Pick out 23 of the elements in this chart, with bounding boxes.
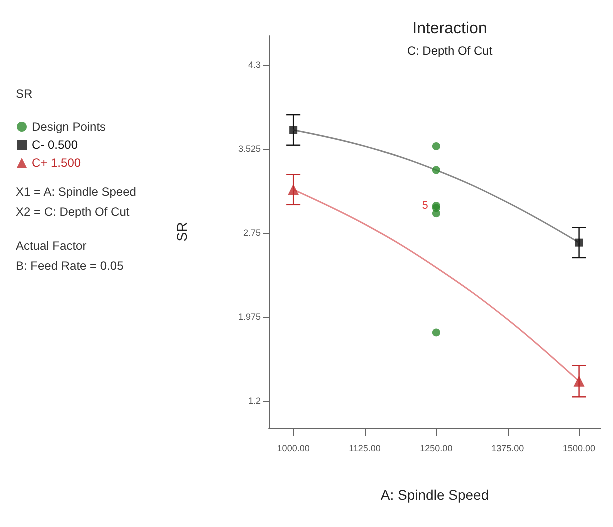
text: X1 = A: Spindle Speed bbox=[16, 185, 136, 199]
x-tick-label: 1250.00 bbox=[420, 444, 453, 454]
x-axis-title: A: Spindle Speed bbox=[380, 487, 490, 503]
y-tick-label: 2.75 bbox=[243, 228, 261, 238]
y-axis-title: SR bbox=[174, 222, 190, 242]
x-tick-label: 1375.00 bbox=[492, 444, 524, 454]
y-tick-label: 1.2 bbox=[248, 396, 261, 406]
text: SR bbox=[16, 87, 34, 101]
chart-title: Interaction bbox=[412, 20, 488, 38]
text: Actual Factor bbox=[16, 239, 87, 253]
legend-label: C- 0.500 bbox=[32, 138, 78, 152]
x-tick-label: 1125.00 bbox=[349, 444, 381, 454]
y-tick-label: 1.975 bbox=[238, 312, 261, 322]
text: X2 = C: Depth Of Cut bbox=[16, 205, 130, 219]
y-tick-label: 4.3 bbox=[248, 60, 261, 70]
legend-label: Design Points bbox=[32, 120, 106, 134]
y-tick-label: 3.525 bbox=[238, 144, 261, 154]
text: C: Depth Of Cut bbox=[407, 44, 494, 58]
text: B: Feed Rate = 0.05 bbox=[16, 259, 124, 273]
x-tick-label: 1000.00 bbox=[277, 444, 310, 454]
x-tick-label: 1500.00 bbox=[563, 444, 596, 454]
annotation: 5 bbox=[422, 200, 428, 212]
legend-label: C+ 1.500 bbox=[32, 156, 82, 170]
